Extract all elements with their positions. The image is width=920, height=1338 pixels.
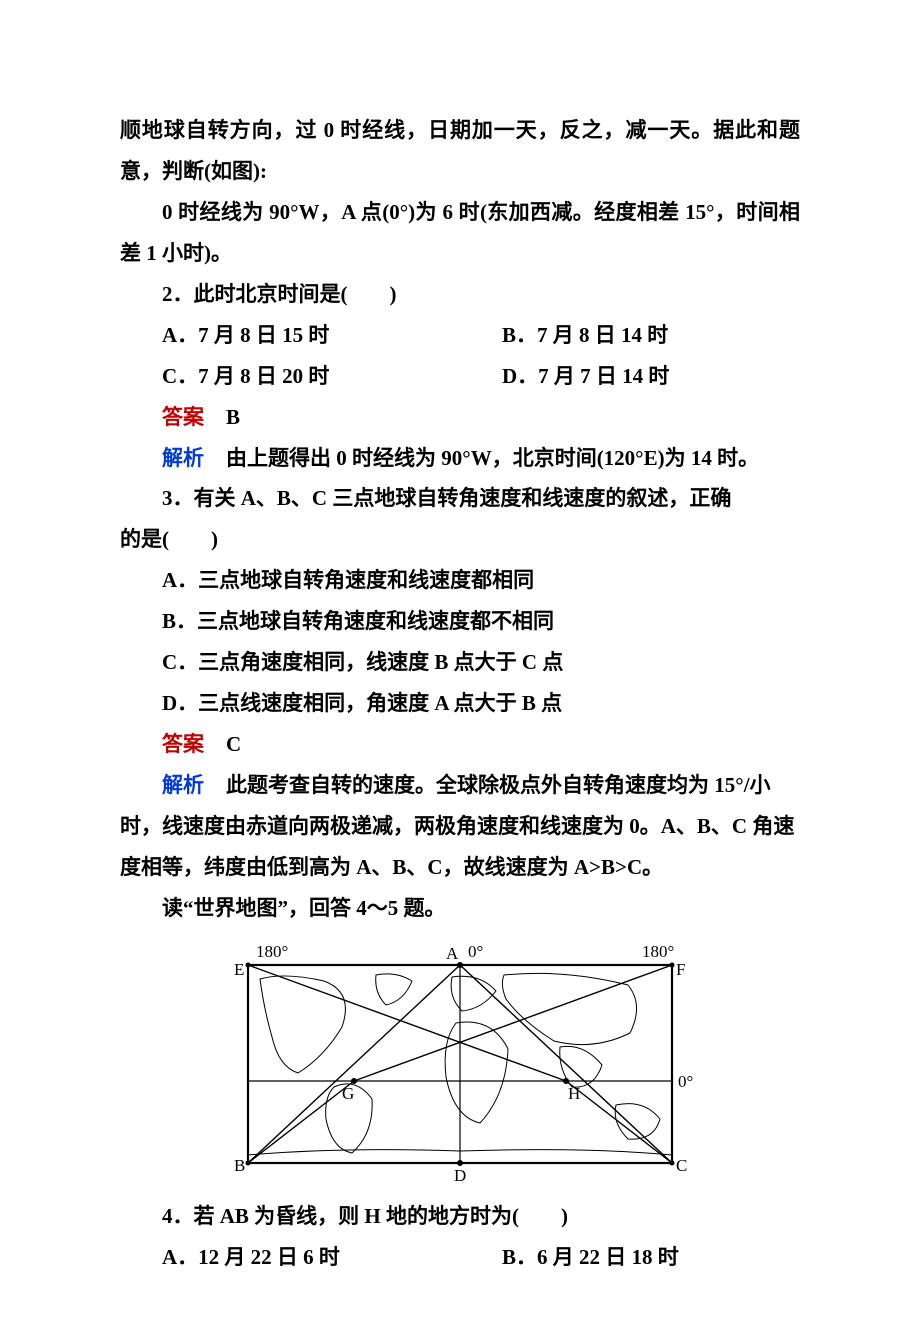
- map-label-lon-right: 180°: [642, 942, 674, 961]
- map-label-g: G: [342, 1084, 354, 1103]
- q4-stem: 4．若 AB 为昏线，则 H 地的地方时为( ): [120, 1196, 800, 1237]
- q2-option-c: C．7 月 8 日 20 时: [120, 356, 502, 397]
- document-page: 顺地球自转方向，过 0 时经线，日期加一天，反之，减一天。据此和题意，判断(如图…: [0, 0, 920, 1338]
- answer-label: 答案: [162, 405, 204, 429]
- intro-para-2: 0 时经线为 90°W，A 点(0°)为 6 时(东加西减。经度相差 15°，时…: [120, 192, 800, 274]
- map-label-c: C: [676, 1156, 687, 1175]
- q3-stem-line2: 的是( ): [120, 519, 800, 560]
- q2-analysis-text: 由上题得出 0 时经线为 90°W，北京时间(120°E)为 14 时。: [226, 446, 759, 470]
- map-label-lon-mid: 0°: [468, 942, 483, 961]
- q4-option-a: A．12 月 22 日 6 时: [120, 1237, 502, 1278]
- q4-option-b: B．6 月 22 日 18 时: [502, 1237, 842, 1278]
- analysis-label: 解析: [162, 773, 204, 797]
- answer-label: 答案: [162, 732, 204, 756]
- q2-answer-value: B: [226, 405, 240, 429]
- q3-option-a: A．三点地球自转角速度和线速度都相同: [120, 560, 800, 601]
- q2-options-row1: A．7 月 8 日 15 时 B．7 月 8 日 14 时: [120, 315, 800, 356]
- map-label-a: A: [446, 944, 459, 963]
- map-label-e: E: [234, 960, 244, 979]
- q2-option-d: D．7 月 7 日 14 时: [502, 356, 842, 397]
- map-label-f: F: [676, 960, 685, 979]
- map-label-b: B: [234, 1156, 245, 1175]
- analysis-label: 解析: [162, 446, 204, 470]
- q3-option-d: D．三点线速度相同，角速度 A 点大于 B 点: [120, 683, 800, 724]
- q2-answer: 答案 B: [120, 397, 800, 438]
- map-label-lon-left: 180°: [256, 942, 288, 961]
- q2-options-row2: C．7 月 8 日 20 时 D．7 月 7 日 14 时: [120, 356, 800, 397]
- q3-option-b: B．三点地球自转角速度和线速度都不相同: [120, 601, 800, 642]
- q3-analysis-text: 此题考查自转的速度。全球除极点外自转角速度均为 15°/小时，线速度由赤道向两极…: [120, 773, 794, 879]
- q2-option-a: A．7 月 8 日 15 时: [120, 315, 502, 356]
- q3-answer-value: C: [226, 732, 241, 756]
- q2-option-b: B．7 月 8 日 14 时: [502, 315, 842, 356]
- world-map-svg: 180° 0° 180° 0° E F A G H B C D: [224, 937, 696, 1183]
- intro-para-1: 顺地球自转方向，过 0 时经线，日期加一天，反之，减一天。据此和题意，判断(如图…: [120, 110, 800, 192]
- q3-stem-line1: 3．有关 A、B、C 三点地球自转角速度和线速度的叙述，正确: [120, 478, 800, 519]
- map-label-d: D: [454, 1166, 466, 1183]
- map-label-lat-eq: 0°: [678, 1072, 693, 1091]
- map-label-h: H: [568, 1084, 580, 1103]
- q3-answer: 答案 C: [120, 724, 800, 765]
- q3-analysis: 解析 此题考查自转的速度。全球除极点外自转角速度均为 15°/小时，线速度由赤道…: [120, 765, 800, 888]
- q4-options-row1: A．12 月 22 日 6 时 B．6 月 22 日 18 时: [120, 1237, 800, 1278]
- q2-stem: 2．此时北京时间是( ): [120, 274, 800, 315]
- q4-intro: 读“世界地图”，回答 4～5 题。: [120, 888, 800, 929]
- world-map-figure: 180° 0° 180° 0° E F A G H B C D: [120, 937, 800, 1188]
- q2-analysis: 解析 由上题得出 0 时经线为 90°W，北京时间(120°E)为 14 时。: [120, 438, 800, 479]
- q3-option-c: C．三点角速度相同，线速度 B 点大于 C 点: [120, 642, 800, 683]
